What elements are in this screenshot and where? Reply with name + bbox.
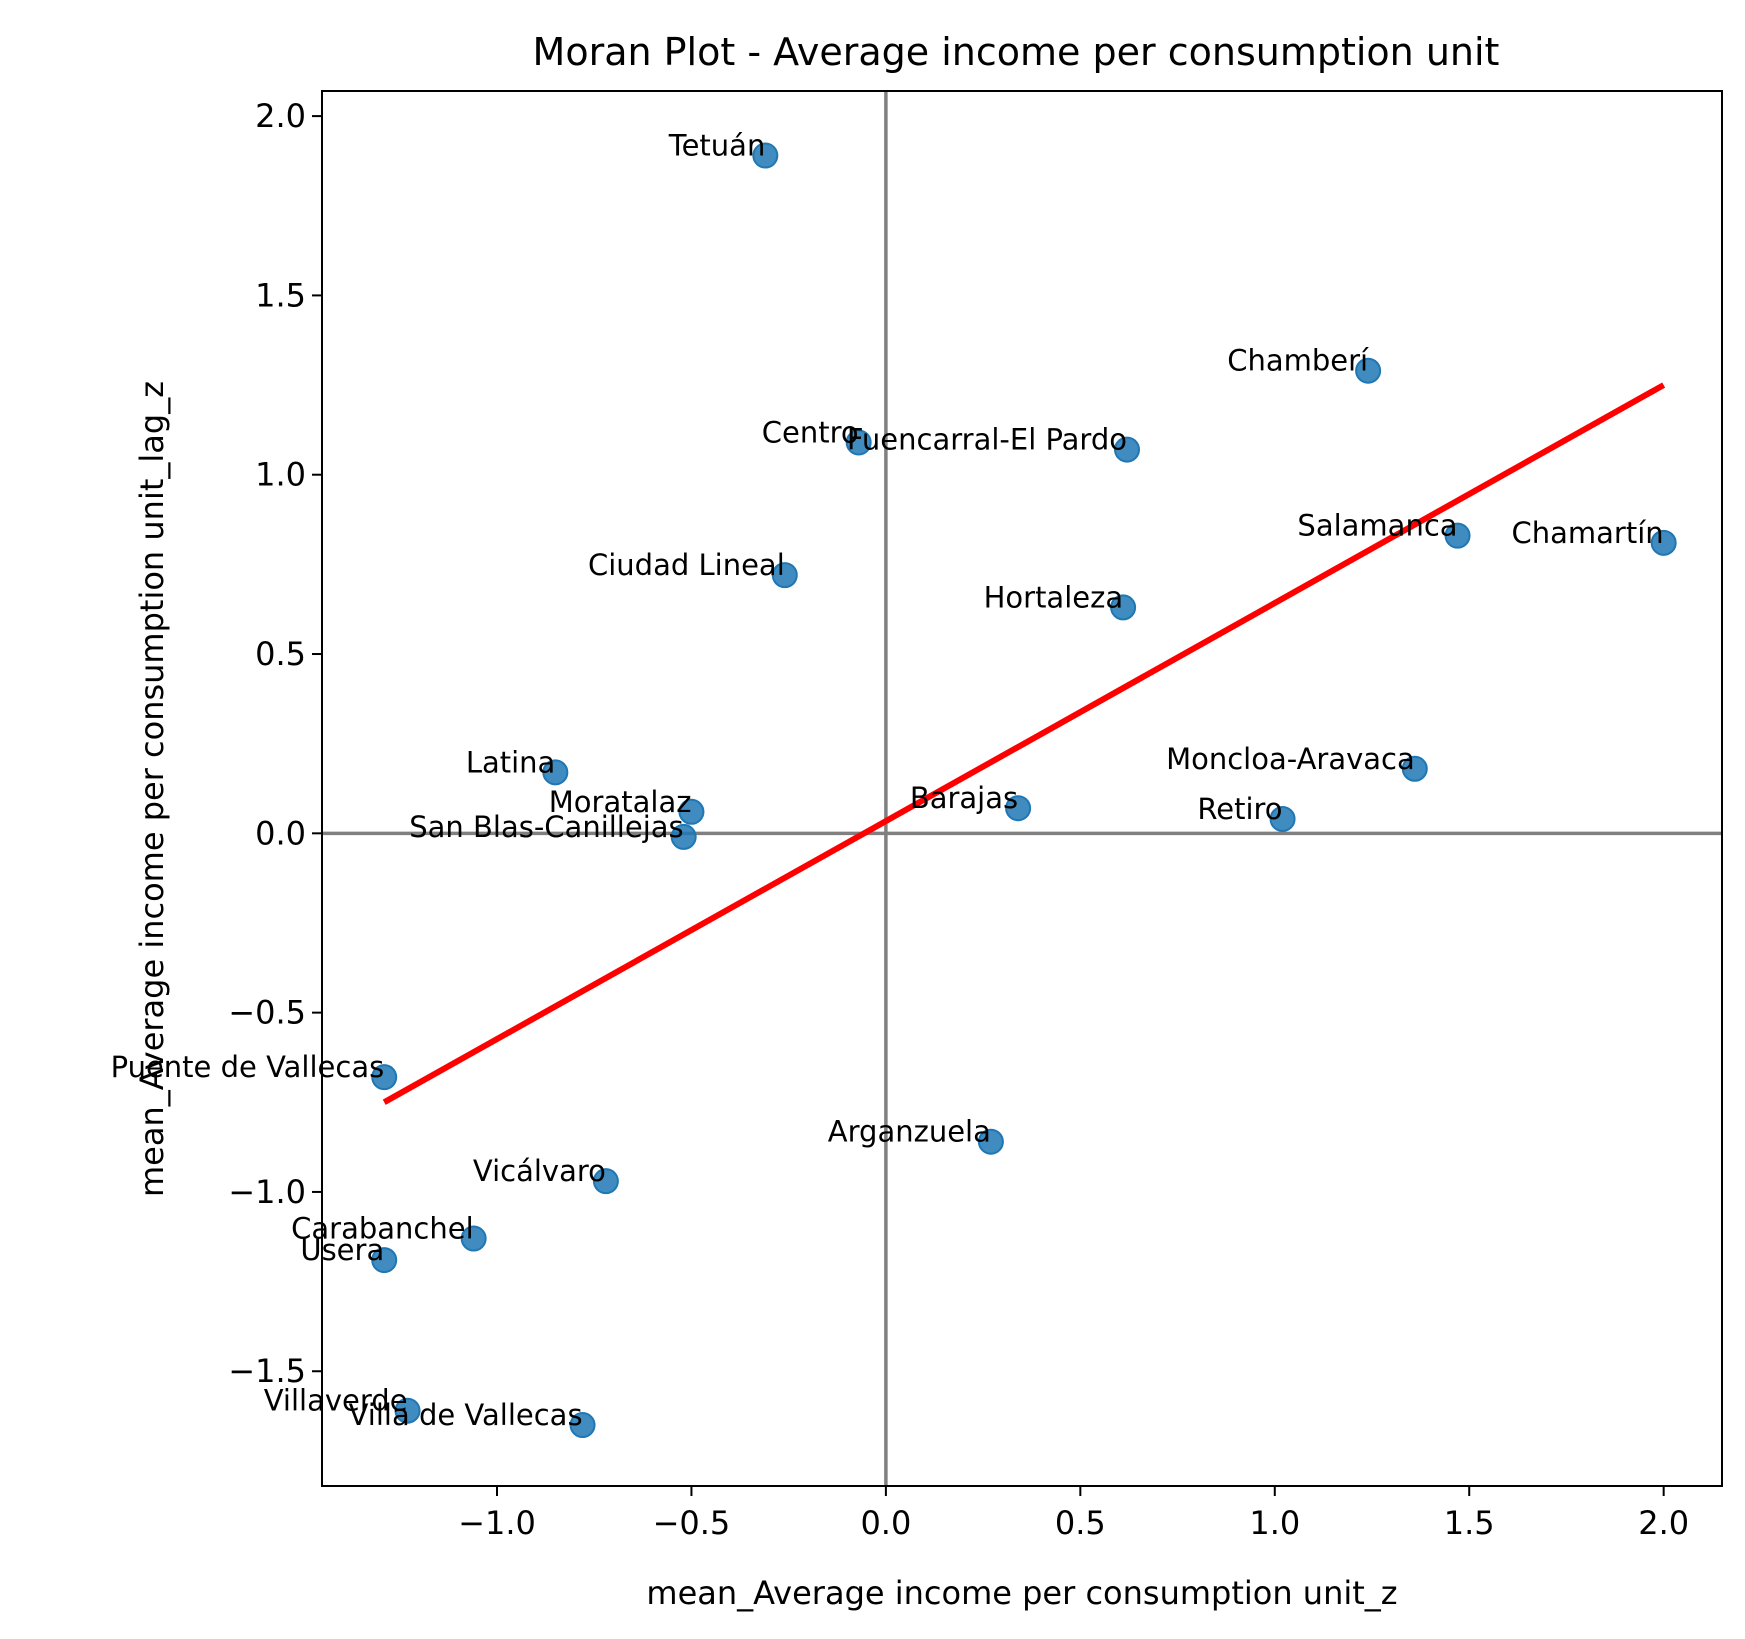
data-point [678, 798, 705, 825]
data-point [592, 1168, 619, 1195]
data-point-label: Moratalaz [549, 785, 692, 819]
data-point [1444, 522, 1471, 549]
data-point-label: Moncloa-Aravaca [1166, 742, 1415, 776]
y-tick-label: 1.5 [255, 276, 306, 314]
data-point-label: Usera [300, 1233, 384, 1267]
data-point-label: Fuencarral-El Pardo [847, 423, 1127, 457]
data-point-label: Latina [466, 745, 556, 779]
x-axis-label: mean_Average income per consumption unit… [646, 1574, 1397, 1612]
data-point [752, 142, 779, 169]
data-point [771, 562, 798, 589]
y-axis-label: mean_Average income per consumption unit… [133, 381, 171, 1197]
data-point-label: Hortaleza [984, 580, 1124, 614]
x-tick-label: −1.0 [458, 1504, 536, 1542]
data-point-label: Salamanca [1297, 509, 1457, 543]
fit-line-layer [382, 382, 1666, 1105]
data-point [569, 1412, 596, 1439]
data-point [371, 1247, 398, 1274]
reference-lines [322, 91, 1722, 1486]
data-point [371, 1064, 398, 1091]
data-point-label: Centro [762, 415, 859, 449]
x-tick-label: −0.5 [653, 1504, 731, 1542]
data-point-label: Villaverde [264, 1384, 408, 1418]
data-point [542, 759, 569, 786]
regression-line [382, 382, 1666, 1105]
y-tick-label: 2.0 [255, 97, 306, 135]
data-point [460, 1225, 487, 1252]
y-tick-label: −1.5 [228, 1352, 306, 1390]
x-tick-label: 1.5 [1444, 1504, 1495, 1542]
x-tick-label: 1.0 [1249, 1504, 1300, 1542]
y-tick-label: −1.0 [228, 1173, 306, 1211]
data-point-label: Barajas [910, 781, 1018, 815]
data-point-label: Ciudad Lineal [588, 548, 785, 582]
y-tick-label: 0.0 [255, 814, 306, 852]
data-point [394, 1397, 421, 1424]
chart-title: Moran Plot - Average income per consumpt… [533, 30, 1500, 74]
y-tick-label: −0.5 [228, 994, 306, 1032]
data-point [1114, 436, 1140, 463]
data-point-label: Tetuán [668, 129, 766, 163]
data-point [1401, 755, 1428, 782]
data-point [977, 1128, 1004, 1155]
x-axis-ticks: −1.0 −0.5 0.0 0.5 1.0 1.5 2.0 [458, 1486, 1689, 1542]
plot-frame [321, 90, 1723, 1487]
data-point [1355, 357, 1382, 384]
data-point [1269, 805, 1296, 832]
data-point [1110, 594, 1137, 621]
data-point-label: Retiro [1197, 792, 1282, 826]
data-point-label: Vicálvaro [473, 1154, 606, 1188]
data-point [845, 429, 872, 456]
data-point-label: San Blas-Canillejas [409, 810, 683, 844]
data-point-label: Chamberí [1227, 344, 1369, 378]
data-point [670, 823, 697, 850]
data-point [1650, 529, 1677, 556]
x-tick-label: 0.5 [1055, 1504, 1106, 1542]
x-tick-label: 2.0 [1638, 1504, 1689, 1542]
y-tick-label: 0.5 [255, 635, 306, 673]
y-tick-label: 1.0 [255, 456, 306, 494]
x-tick-label: 0.0 [860, 1504, 911, 1542]
data-point-label: Chamartín [1512, 516, 1664, 550]
data-point-label: Villa de Vallecas [349, 1398, 583, 1432]
data-points [371, 142, 1677, 1439]
data-point-label: Puente de Vallecas [111, 1050, 385, 1084]
data-point [1005, 795, 1032, 822]
data-point-label: Arganzuela [828, 1115, 991, 1149]
y-axis-ticks: −1.5 −1.0 −0.5 0.0 0.5 1.0 1.5 2.0 [228, 97, 322, 1390]
